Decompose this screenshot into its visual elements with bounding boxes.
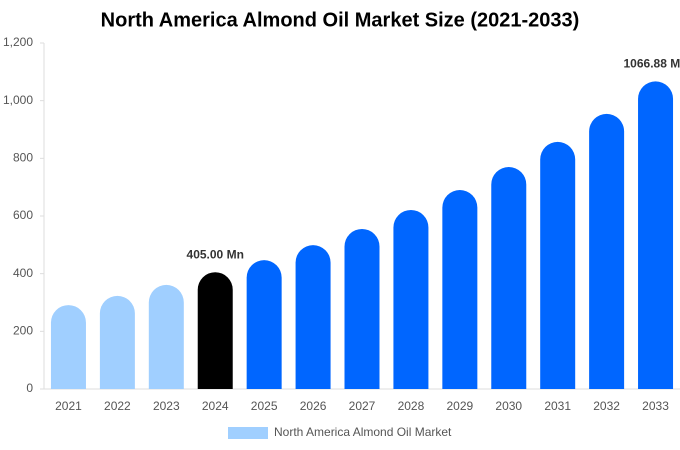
bar — [638, 81, 674, 389]
x-tick-label: 2022 — [104, 399, 131, 413]
legend-label: North America Almond Oil Market — [274, 425, 452, 439]
bar — [393, 209, 429, 389]
legend-swatch — [228, 427, 268, 439]
x-tick-label: 2028 — [398, 399, 425, 413]
x-tick-label: 2027 — [349, 399, 376, 413]
x-tick-label: 2032 — [593, 399, 620, 413]
x-tick-label: 2021 — [55, 399, 82, 413]
bar — [589, 113, 625, 389]
bar — [540, 141, 576, 389]
bar — [50, 305, 86, 389]
x-tick-label: 2023 — [153, 399, 180, 413]
y-tick-label: 400 — [13, 266, 33, 280]
bar — [344, 228, 380, 389]
y-tick-label: 1,200 — [3, 35, 33, 49]
bar — [295, 245, 331, 389]
bar — [246, 260, 282, 389]
x-tick-label: 2025 — [251, 399, 278, 413]
x-tick-label: 2030 — [495, 399, 522, 413]
x-tick-label: 2026 — [300, 399, 327, 413]
y-tick-label: 1,000 — [3, 93, 33, 107]
value-label: 405.00 Mn — [187, 247, 244, 261]
bar — [491, 166, 527, 389]
y-tick-label: 200 — [13, 324, 33, 338]
x-tick-label: 2024 — [202, 399, 229, 413]
chart-title: North America Almond Oil Market Size (20… — [101, 9, 580, 31]
bar — [99, 295, 135, 389]
bar — [442, 190, 478, 389]
y-tick-label: 0 — [26, 381, 33, 395]
x-tick-label: 2031 — [544, 399, 571, 413]
bar — [148, 284, 184, 389]
y-tick-label: 800 — [13, 151, 33, 165]
x-tick-label: 2029 — [446, 399, 473, 413]
y-tick-label: 600 — [13, 208, 33, 222]
x-tick-label: 2033 — [642, 399, 669, 413]
value-label: 1066.88 Mn — [624, 57, 680, 71]
bar — [197, 272, 233, 389]
